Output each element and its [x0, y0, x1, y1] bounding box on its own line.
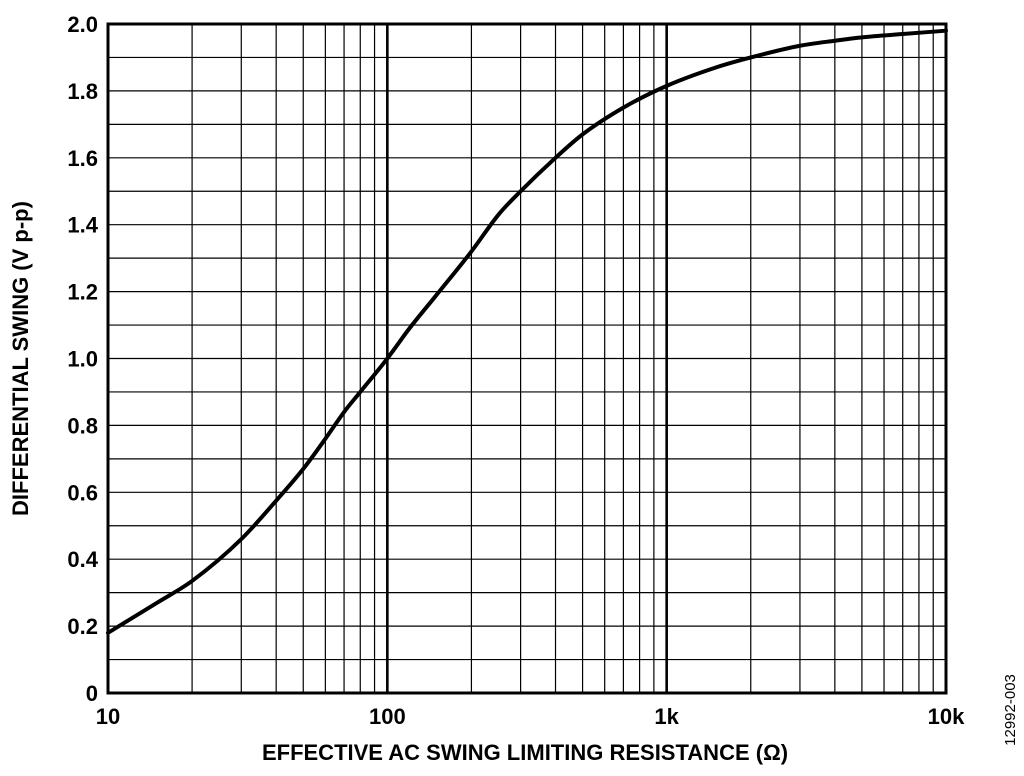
y-tick-label: 1.8 [67, 79, 98, 104]
x-tick-label: 100 [369, 704, 406, 729]
y-tick-label: 0.8 [67, 413, 98, 438]
y-tick-label: 1.0 [67, 347, 98, 372]
y-axis-title: DIFFERENTIAL SWING (V p-p) [8, 201, 33, 516]
x-axis-title: EFFECTIVE AC SWING LIMITING RESISTANCE (… [262, 740, 788, 765]
x-tick-label: 10k [928, 704, 965, 729]
plot-area [106, 22, 948, 695]
x-tick-label: 1k [654, 704, 679, 729]
y-tick-label: 1.4 [67, 213, 98, 238]
x-axis-tick-labels: 10 100 1k 10k [96, 704, 965, 729]
y-tick-label: 0.2 [67, 614, 98, 639]
y-tick-label: 0.4 [67, 547, 98, 572]
y-tick-label: 0 [86, 681, 98, 706]
y-axis-tick-labels: 0 0.2 0.4 0.6 0.8 1.0 1.2 1.4 1.6 1.8 2.0 [67, 12, 98, 706]
figure-id: 12992-003 [1002, 674, 1019, 746]
y-tick-label: 0.6 [67, 480, 98, 505]
y-tick-label: 1.2 [67, 280, 98, 305]
minor-gridlines [108, 24, 946, 693]
x-tick-label: 10 [96, 704, 120, 729]
y-tick-label: 1.6 [67, 146, 98, 171]
y-tick-label: 2.0 [67, 12, 98, 37]
data-series-line [106, 28, 948, 635]
